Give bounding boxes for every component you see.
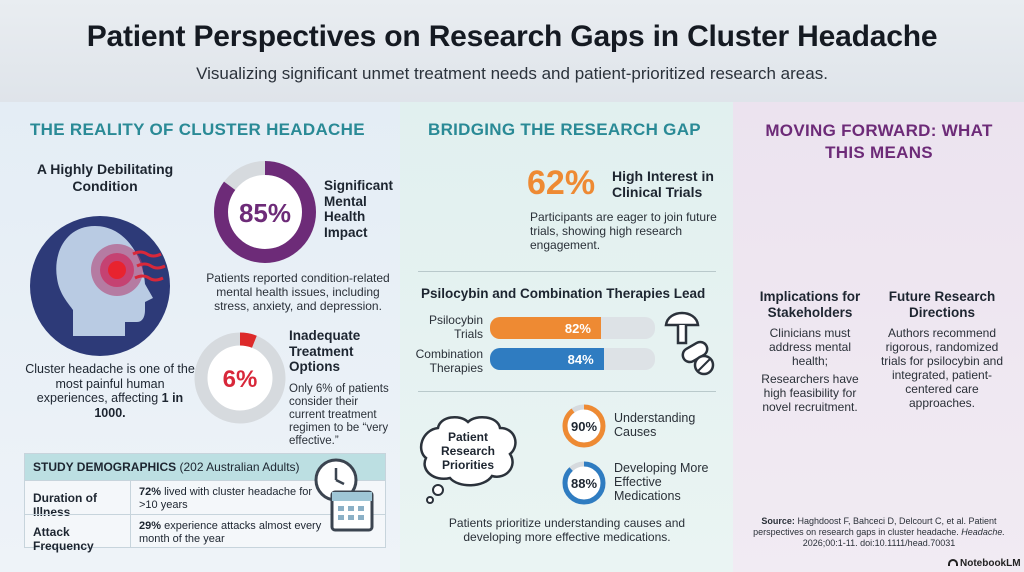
source-text: Haghdoost F, Bahceci D, Delcourt C, et a… xyxy=(753,516,997,537)
psilocybin-bar-label: Psilocybin Trials xyxy=(428,313,483,341)
condition-description: Cluster headache is one of the most pain… xyxy=(20,362,200,420)
table-row-text: lived with cluster headache for >10 year… xyxy=(139,486,313,511)
combination-bar: 84% xyxy=(490,348,604,370)
treatment-ring-fill xyxy=(194,332,286,424)
mental-health-ring: 85% xyxy=(214,161,316,263)
condition-title: A Highly Debilitating Condition xyxy=(36,161,174,194)
header-banner xyxy=(0,0,1024,102)
mental-health-text: Patients reported condition-related ment… xyxy=(206,271,390,313)
treatment-ring: 6% xyxy=(194,332,286,424)
medications-label: Developing More Effective Medications xyxy=(614,461,709,503)
clock-calendar-icon xyxy=(314,458,374,532)
trial-interest-text: Participants are eager to join future tr… xyxy=(530,210,717,252)
headache-head-icon xyxy=(30,216,170,356)
table-row-stat: 72% xyxy=(139,486,162,498)
therapies-title: Psilocybin and Combination Therapies Lea… xyxy=(421,286,706,301)
medications-ring: 88% xyxy=(562,461,606,505)
medications-percent: 88% xyxy=(571,476,597,491)
moving-forward-heading: MOVING FORWARD: WHAT THIS MEANS xyxy=(765,121,993,162)
section-divider xyxy=(418,271,716,272)
source-citation: Source: Haghdoost F, Bahceci D, Delcourt… xyxy=(748,516,1010,549)
demographics-table: STUDY DEMOGRAPHICS (202 Australian Adult… xyxy=(24,453,386,553)
source-doi: 2026;00:1-11. doi:10.1111/head.70031 xyxy=(802,538,956,548)
priorities-bubble-text: Patient Research Priorities xyxy=(440,430,496,472)
brand-name: NotebookLM xyxy=(960,558,1021,569)
demographics-detail: (202 Australian Adults) xyxy=(179,460,300,474)
moving-forward-column xyxy=(733,102,1024,572)
table-row-value: 29% experience attacks almost every mont… xyxy=(139,520,329,546)
thought-bubble-icon xyxy=(419,415,517,504)
trial-interest-title: High Interest in Clinical Trials xyxy=(612,168,714,200)
medications-ring-fill xyxy=(562,461,606,505)
section-divider xyxy=(418,391,716,392)
research-gap-heading: BRIDGING THE RESEARCH GAP xyxy=(428,120,701,139)
mental-health-ring-fill xyxy=(214,161,316,263)
mental-health-title: Significant Mental Health Impact xyxy=(324,178,394,240)
psilocybin-bar: 82% xyxy=(490,317,601,339)
source-journal: Headache. xyxy=(961,527,1005,537)
causes-label: Understanding Causes xyxy=(614,411,696,439)
table-row-value: 72% lived with cluster headache for >10 … xyxy=(139,486,329,512)
implications-title: Implications for Stakeholders xyxy=(759,289,861,320)
reality-heading: THE REALITY OF CLUSTER HEADACHE xyxy=(30,120,365,139)
mushroom-pills-icon xyxy=(664,311,715,376)
treatment-title: Inadequate Treatment Options xyxy=(289,328,361,374)
treatment-text: Only 6% of patients consider their curre… xyxy=(289,383,389,447)
psilocybin-bar-track: 82% xyxy=(490,317,655,339)
mental-health-percent: 85% xyxy=(239,198,291,228)
table-row: Duration of Illness 72% lived with clust… xyxy=(25,480,385,519)
source-label: Source: xyxy=(761,516,795,526)
condition-stat: 1 in 1000. xyxy=(94,391,184,420)
table-row-label: Attack Frequency xyxy=(25,515,131,553)
table-row-label: Duration of Illness xyxy=(25,481,131,519)
condition-text: Cluster headache is one of the most pain… xyxy=(25,362,195,405)
priorities-text: Patients prioritize understanding causes… xyxy=(448,516,686,544)
demographics-title: STUDY DEMOGRAPHICS xyxy=(33,460,177,474)
table-row: Attack Frequency 29% experience attacks … xyxy=(25,514,385,553)
page-title: Patient Perspectives on Research Gaps in… xyxy=(86,20,938,53)
notebooklm-icon xyxy=(948,559,958,566)
trial-interest-percent: 62% xyxy=(527,164,596,202)
implications-text-researchers: Researchers have high feasibility for no… xyxy=(761,372,859,414)
treatment-percent: 6% xyxy=(223,366,258,393)
page-subtitle: Visualizing significant unmet treatment … xyxy=(196,64,828,83)
implications-text-clinicians: Clinicians must address mental health; xyxy=(768,326,852,368)
combination-bar-label: Combination Therapies xyxy=(415,347,483,375)
table-row-stat: 29% xyxy=(139,520,162,532)
causes-ring: 90% xyxy=(562,404,606,448)
table-row-text: experience attacks almost every month of… xyxy=(139,520,322,545)
future-research-title: Future Research Directions xyxy=(888,289,996,320)
future-research-text: Authors recommend rigorous, randomized t… xyxy=(880,326,1004,410)
brand-logo: NotebookLM xyxy=(948,558,1021,569)
causes-ring-fill xyxy=(562,404,606,448)
combination-bar-track: 84% xyxy=(490,348,655,370)
causes-percent: 90% xyxy=(571,419,597,434)
